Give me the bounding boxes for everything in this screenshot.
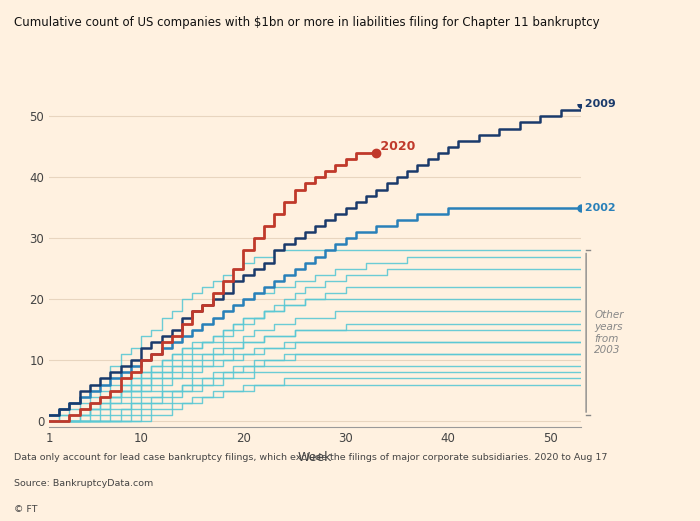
Text: Cumulative count of US companies with $1bn or more in liabilities filing for Cha: Cumulative count of US companies with $1…	[14, 16, 600, 29]
X-axis label: Week: Week	[298, 451, 332, 464]
Text: 2009: 2009	[581, 99, 616, 109]
Text: Other
years
from
2003: Other years from 2003	[594, 311, 624, 355]
Text: 2002: 2002	[581, 203, 615, 213]
Text: Source: BankruptcyData.com: Source: BankruptcyData.com	[14, 479, 153, 488]
Text: Data only account for lead case bankruptcy filings, which exclude the filings of: Data only account for lead case bankrupt…	[14, 453, 608, 462]
Text: © FT: © FT	[14, 505, 38, 514]
Text: 2020: 2020	[377, 140, 416, 153]
